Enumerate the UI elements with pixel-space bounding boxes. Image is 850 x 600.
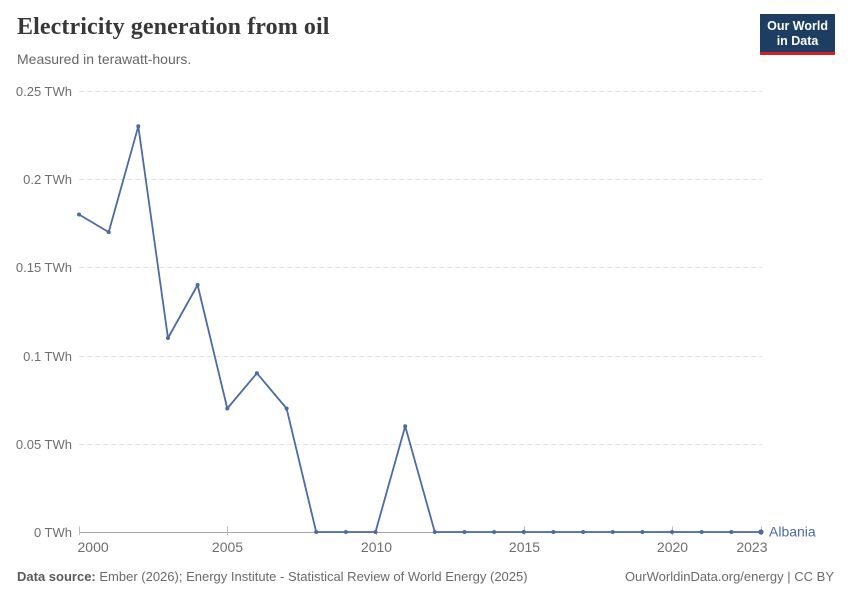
chart-title: Electricity generation from oil bbox=[17, 14, 330, 40]
y-axis-tick-label: 0.05 TWh bbox=[16, 437, 72, 452]
y-axis-tick-label: 0 TWh bbox=[34, 525, 72, 540]
y-axis-tick-label: 0.2 TWh bbox=[23, 172, 72, 187]
data-point bbox=[462, 530, 467, 534]
data-point bbox=[699, 530, 704, 534]
data-point bbox=[521, 530, 526, 534]
y-axis-tick-label: 0.1 TWh bbox=[23, 349, 72, 364]
data-point bbox=[373, 530, 378, 534]
series-label-albania[interactable]: Albania bbox=[769, 524, 816, 540]
owid-logo-line1: Our World bbox=[767, 19, 828, 33]
owid-logo-line2: in Data bbox=[776, 33, 819, 48]
data-point bbox=[254, 371, 259, 376]
chart-footer: Data source: Ember (2026); Energy Instit… bbox=[17, 569, 834, 584]
y-axis-tick-label: 0.15 TWh bbox=[16, 260, 72, 275]
license-link[interactable]: OurWorldinData.org/energy | CC BY bbox=[624, 569, 834, 584]
data-point bbox=[640, 530, 645, 534]
chart-subtitle: Measured in terawatt-hours. bbox=[17, 51, 192, 67]
x-axis-tick-label: 2000 bbox=[78, 539, 109, 555]
data-point bbox=[106, 230, 111, 235]
data-source-label: Data source: bbox=[17, 569, 96, 584]
data-point bbox=[195, 283, 200, 287]
data-point bbox=[77, 212, 81, 217]
data-point bbox=[551, 530, 556, 534]
data-point bbox=[166, 336, 170, 340]
data-point bbox=[610, 530, 615, 534]
data-point bbox=[729, 530, 734, 534]
data-point bbox=[492, 530, 497, 534]
data-point bbox=[225, 406, 230, 411]
data-point bbox=[314, 530, 319, 534]
y-axis-tick-label: 0.25 TWh bbox=[16, 84, 72, 99]
data-source-note: Data source: Ember (2026); Energy Instit… bbox=[17, 569, 528, 584]
owid-logo[interactable]: Our World in Data bbox=[760, 14, 835, 55]
data-line-albania[interactable] bbox=[78, 125, 762, 533]
data-point bbox=[581, 530, 586, 534]
data-point bbox=[670, 530, 674, 534]
data-point bbox=[284, 406, 289, 411]
data-point bbox=[758, 529, 764, 535]
x-axis-tick-label: 2020 bbox=[657, 539, 688, 555]
x-axis-tick-label: 2010 bbox=[361, 539, 392, 555]
x-axis-tick-label: 2005 bbox=[212, 539, 243, 555]
data-point bbox=[343, 530, 348, 534]
data-point bbox=[136, 124, 141, 129]
data-point bbox=[432, 530, 437, 534]
data-source-text: Ember (2026); Energy Institute - Statist… bbox=[95, 569, 528, 584]
x-axis-tick-label: 2023 bbox=[736, 539, 767, 555]
x-axis-tick-label: 2015 bbox=[509, 539, 540, 555]
data-point bbox=[403, 424, 408, 429]
